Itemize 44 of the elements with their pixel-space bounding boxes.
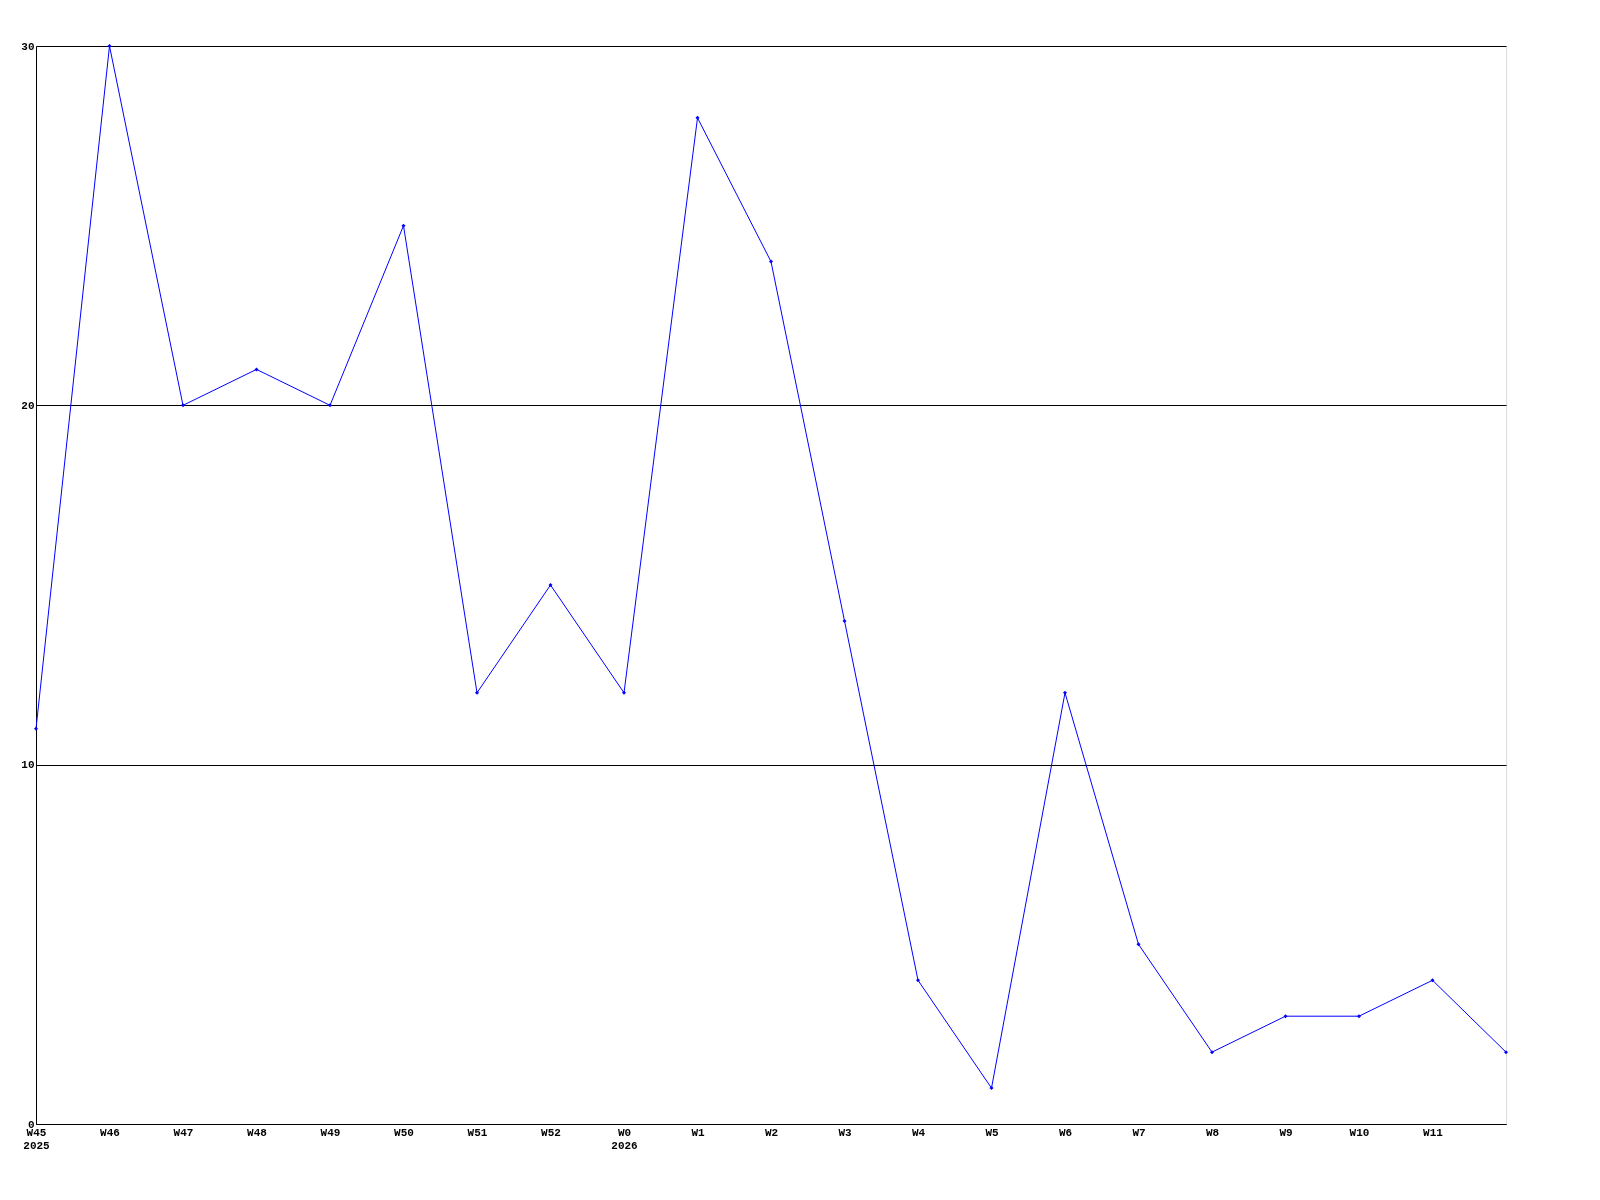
x-tick-label: W10: [1349, 1126, 1370, 1139]
point: [622, 690, 626, 695]
x-tick-label: W8: [1205, 1126, 1220, 1139]
point: [181, 403, 185, 408]
point: [842, 618, 847, 623]
x-tick-label: W6: [1058, 1126, 1073, 1139]
x-tick-label: W1: [691, 1126, 705, 1139]
x-tick-label: W47: [173, 1126, 194, 1139]
point: [1063, 690, 1067, 695]
point: [769, 259, 773, 264]
y-tick-label: 30: [21, 40, 35, 53]
point: [475, 690, 479, 695]
point: [1430, 978, 1435, 983]
x-tick-label: W4: [911, 1126, 926, 1139]
x-tick-label: W5: [985, 1126, 999, 1139]
x-tick-label: W11: [1423, 1126, 1444, 1139]
y-tick-label: 10: [21, 759, 35, 772]
x-tick-label: W51: [467, 1126, 488, 1139]
point: [1504, 1050, 1508, 1055]
point: [107, 44, 112, 48]
x-tick-label: W50: [394, 1126, 414, 1139]
point: [916, 978, 920, 983]
point: [1136, 942, 1141, 947]
x-tick-label: W7: [1132, 1126, 1146, 1139]
x-tick-label: W49: [320, 1126, 341, 1139]
point: [34, 726, 38, 731]
point: [1210, 1050, 1214, 1055]
x-tick-label: W2: [764, 1126, 779, 1139]
point: [328, 403, 332, 408]
point: [548, 583, 553, 587]
x-tick-label: W45 2025: [23, 1126, 51, 1152]
y-tick-label: 20: [21, 399, 35, 412]
x-tick-label: W52: [541, 1126, 561, 1139]
point: [1283, 1014, 1288, 1019]
point: [695, 115, 700, 120]
x-tick-label: W3: [838, 1126, 852, 1139]
point: [1357, 1014, 1361, 1019]
point: [401, 223, 406, 228]
x-tick-label: W9: [1279, 1126, 1293, 1139]
x-tick-label: W46: [100, 1126, 120, 1139]
point: [989, 1086, 994, 1091]
point: [254, 367, 259, 372]
x-tick-label: W48: [247, 1126, 268, 1139]
x-tick-label: W0 2026: [611, 1126, 638, 1152]
